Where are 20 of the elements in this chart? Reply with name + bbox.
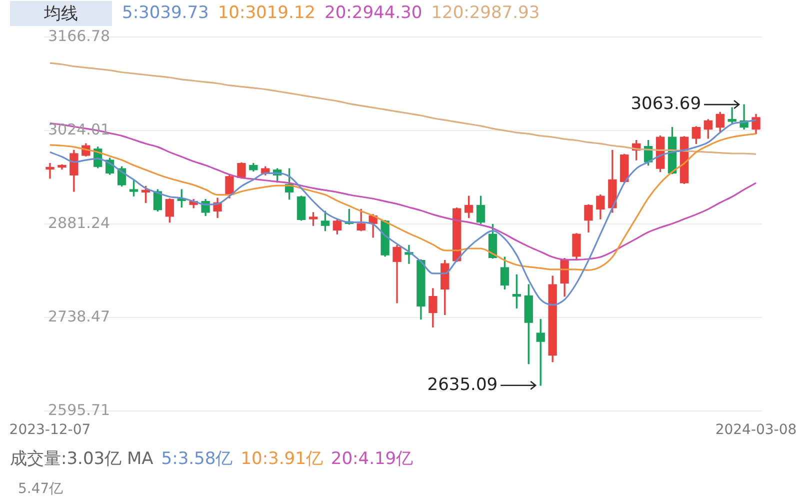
y-tick-label: 2881.24 — [48, 214, 110, 232]
text: 5:3039.73 — [122, 3, 209, 23]
text: 20:4.19亿 — [330, 449, 414, 469]
text: 10:3019.12 — [218, 3, 316, 23]
annotation: 2635.09 — [427, 374, 498, 395]
x-tick-label: 2023-12-07 — [9, 422, 91, 438]
annotation: 3063.69 — [630, 94, 702, 114]
candlestick — [728, 107, 736, 124]
text: 5.47亿 — [18, 481, 64, 497]
text: 120:2987.93 — [431, 3, 540, 23]
y-tick-label: 2738.47 — [48, 308, 110, 326]
y-tick-label: 2595.71 — [48, 401, 110, 420]
text: 成交量:3.03亿 MA — [10, 449, 154, 469]
text: 20:2944.30 — [324, 3, 422, 23]
x-tick-label: 2024-03-08 — [715, 422, 797, 438]
text: 10:3.91亿 — [240, 449, 323, 469]
y-tick-label: 3166.78 — [48, 26, 110, 45]
text: 5:3.58亿 — [161, 449, 233, 469]
legend-title: 均线 — [10, 0, 112, 26]
candlestick — [46, 162, 54, 179]
